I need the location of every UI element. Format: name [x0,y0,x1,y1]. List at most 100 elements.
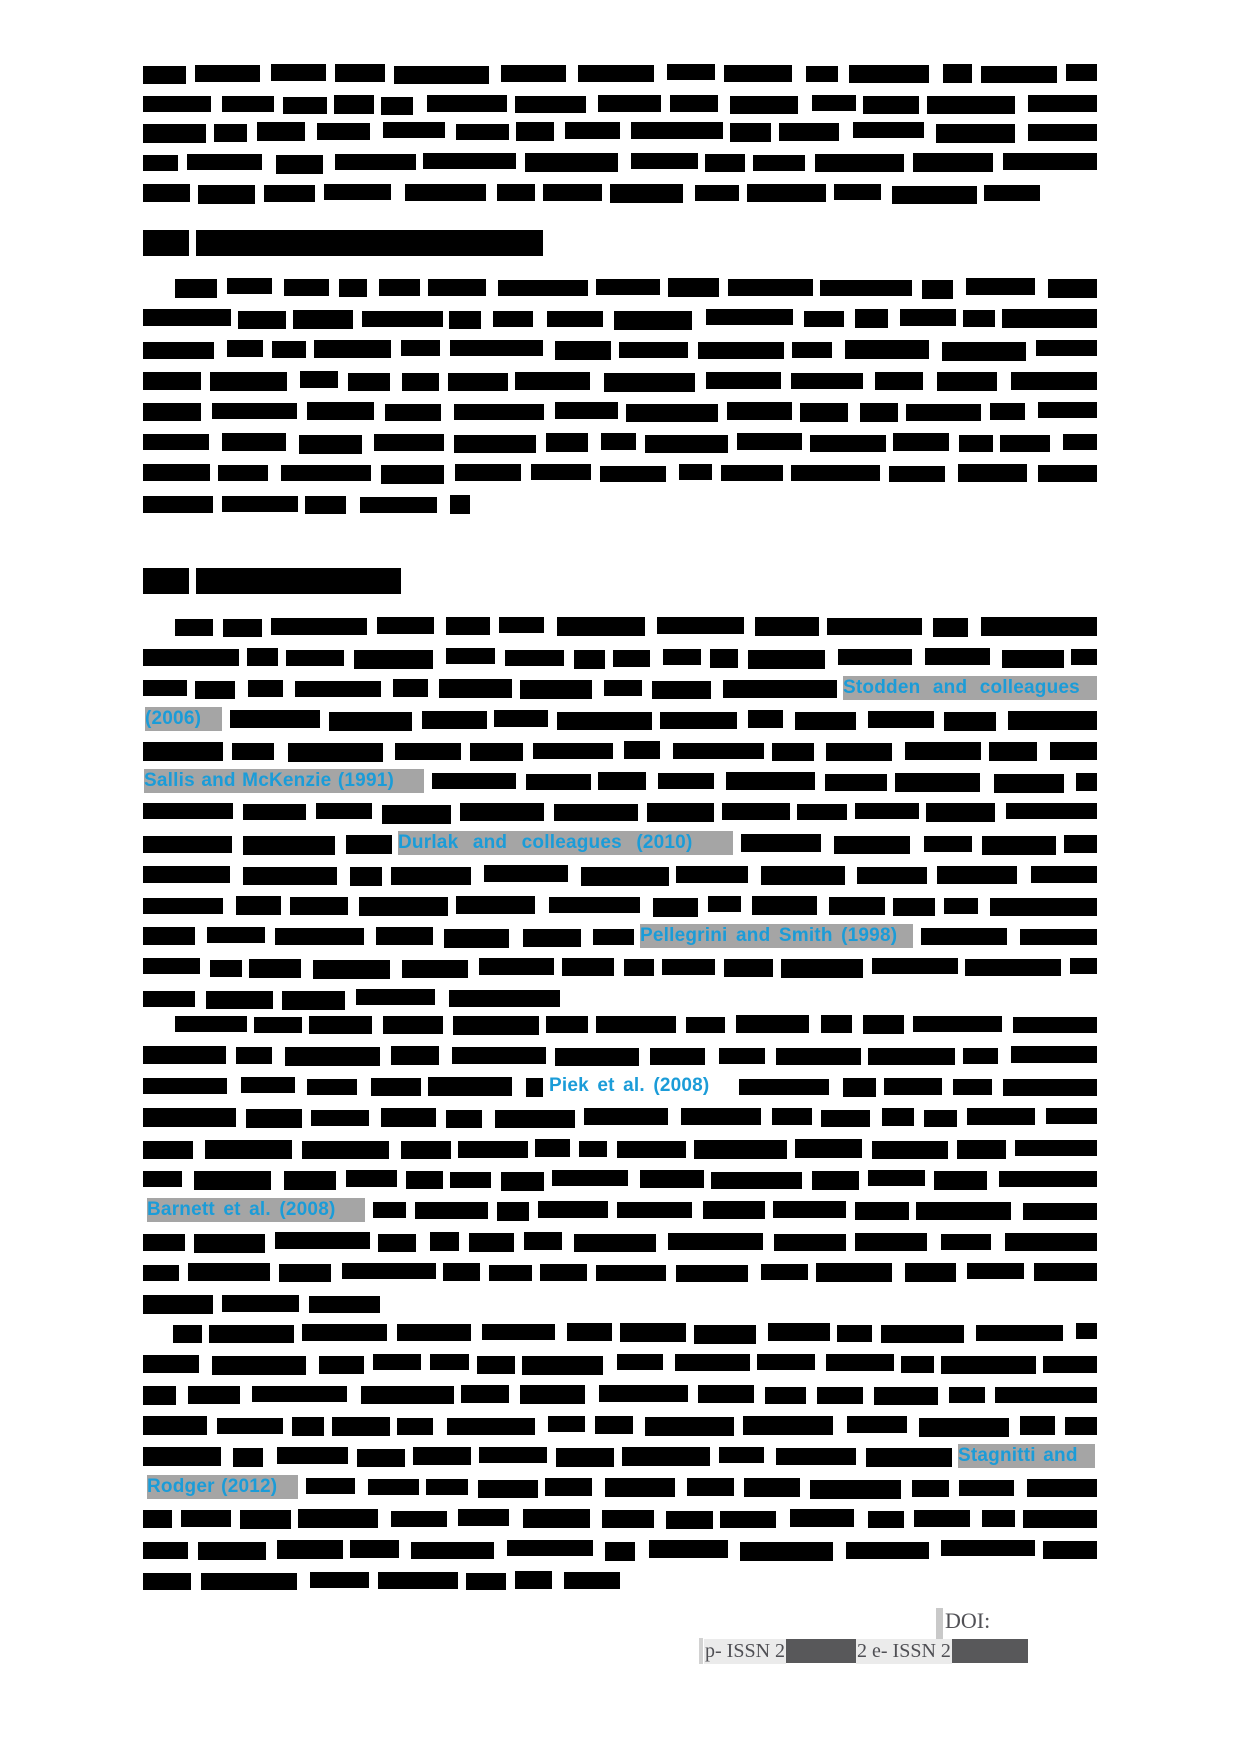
redacted-text-block [730,96,798,114]
redacted-text-block [348,373,390,391]
redacted-text-block [976,1325,1063,1341]
redacted-text-block [596,1016,676,1033]
redacted-text-block [533,743,613,759]
citation-link[interactable]: Sallis and McKenzie (1991) [144,769,424,793]
citation-link[interactable]: Stagnitti and [958,1444,1095,1468]
redacted-text-block [934,1171,987,1190]
redacted-text-block [1005,1233,1097,1251]
redacted-text-block [395,743,461,760]
redacted-text-block [368,1479,419,1495]
redacted-text-block [494,710,548,727]
redacted-text-block [752,896,817,915]
redacted-text-block [446,617,490,635]
redacted-text-block [748,650,825,669]
citation-link[interactable]: Durlak and colleagues (2010) [398,831,733,855]
redacted-text-block [698,342,784,359]
redacted-text-block [444,929,509,948]
redacted-text-block [728,279,813,296]
redacted-text-block [662,959,715,975]
redacted-text-block [143,1295,213,1314]
redacted-text-block [579,1141,607,1157]
redacted-text-block [391,1046,439,1065]
redacted-text-block [357,1449,405,1467]
redacted-text-block [405,184,486,201]
redacted-text-block [175,1016,247,1032]
redacted-text-block [277,1540,343,1559]
citation-link[interactable]: Pellegrini and Smith (1998) [640,924,913,948]
redacted-text-block [252,1386,347,1402]
redacted-text-block [736,1015,809,1033]
redacted-text-block [222,1295,299,1312]
redacted-text-block [855,803,919,819]
redacted-text-block [598,95,661,112]
redacted-text-block [900,309,956,326]
redacted-text-block [919,1418,1009,1437]
redacted-text-block [240,1510,291,1529]
redacted-text-block [205,1140,292,1159]
redacted-text-block [753,155,805,171]
redacted-text-block [765,1387,806,1404]
citation-link[interactable]: Barnett et al. (2008) [147,1198,365,1222]
redacted-text-block [143,1416,207,1435]
redacted-text-block [724,65,792,82]
redacted-text-block [647,803,714,822]
redacted-text-block [501,1172,544,1191]
citation-link[interactable]: Stodden and colleagues [843,676,1097,700]
redacted-text-block [378,1234,416,1252]
redacted-text-block [452,1047,546,1064]
redacted-text-block [959,435,993,452]
redacted-text-block [1000,435,1050,452]
redacted-text-block [538,1201,608,1218]
redacted-text-block [218,465,268,481]
redacted-text-block [687,1478,734,1496]
redacted-text-block [290,897,348,915]
redacted-text-block [936,124,1015,143]
redacted-text-block [863,96,919,114]
redacted-text-block [722,803,790,820]
redacted-text-block [373,1202,406,1218]
redacted-text-block [307,1079,357,1095]
redacted-text-block [872,1141,948,1159]
redacted-text-block [649,1540,728,1558]
redacted-text-block [557,617,645,636]
redacted-text-block [675,1354,750,1371]
redacted-text-block [895,773,980,792]
redacted-text-block [428,279,486,296]
redacted-text-block [645,1417,734,1436]
redacted-issn-number [786,1639,857,1663]
redacted-text-block [523,1509,590,1528]
redacted-text-block [547,311,603,327]
redacted-text-block [453,1016,539,1035]
redacted-text-block [143,403,201,421]
redacted-text-block [535,1139,570,1157]
redacted-text-block [860,403,898,422]
redacted-text-block [874,1387,938,1405]
redacted-text-block [194,1234,265,1253]
redacted-text-block [317,123,370,140]
redacted-text-block [206,991,273,1009]
redacted-text-block [443,1263,480,1281]
redacted-text-block [941,1234,991,1250]
redacted-text-block [524,1232,562,1250]
redacted-text-block [212,403,297,419]
redacted-text-block [868,1048,955,1065]
citation-link[interactable]: Rodger (2012) [147,1475,298,1499]
redacted-text-block [795,1139,862,1158]
redacted-text-block [299,435,362,454]
redacted-text-block [694,1325,756,1344]
redacted-text-block [1065,1417,1097,1435]
redacted-text-block [681,1108,761,1125]
redacted-text-block [1002,650,1064,668]
redacted-text-block [394,66,489,84]
redacted-text-block [1011,372,1097,390]
redacted-text-block [557,712,652,730]
redacted-text-block [941,1540,1035,1556]
redacted-text-block [520,680,592,699]
redacted-text-block [857,867,927,884]
redacted-text-block [1043,1541,1097,1559]
citation-link[interactable]: Piek et al. (2008) [549,1075,710,1096]
redacted-text-block [401,1141,451,1159]
redacted-text-block [371,1078,421,1096]
redacted-text-block [922,280,953,299]
citation-link[interactable]: (2006) [145,707,222,731]
